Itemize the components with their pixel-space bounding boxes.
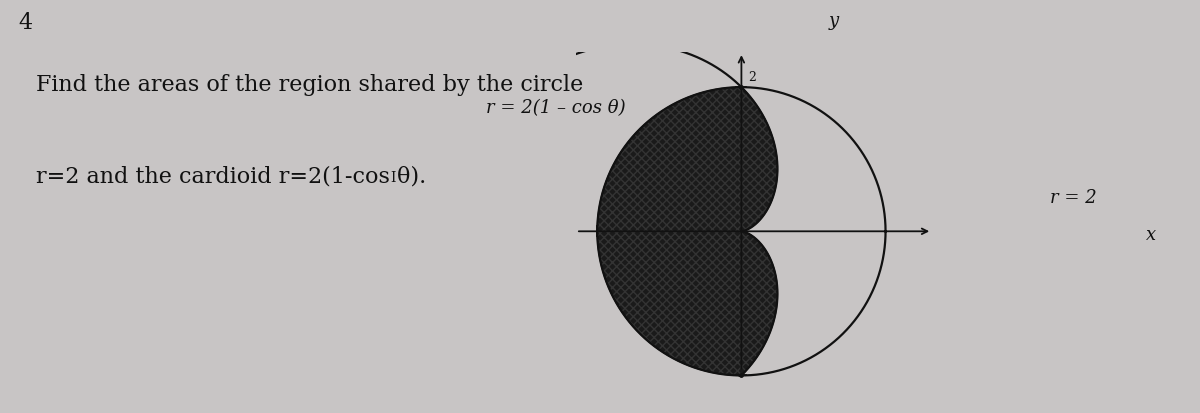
Text: r = 2: r = 2 [1050,189,1097,207]
Text: r=2 and the cardioid r=2(1-cos θ).: r=2 and the cardioid r=2(1-cos θ). [36,165,426,187]
Text: I: I [390,171,395,185]
Text: y: y [829,12,839,31]
Polygon shape [598,87,778,375]
Text: Find the areas of the region shared by the circle: Find the areas of the region shared by t… [36,74,583,96]
Text: 4: 4 [18,12,32,34]
Text: r = 2(1 – cos θ): r = 2(1 – cos θ) [486,99,625,117]
Text: x: x [1146,226,1156,244]
Text: 2: 2 [749,71,756,83]
